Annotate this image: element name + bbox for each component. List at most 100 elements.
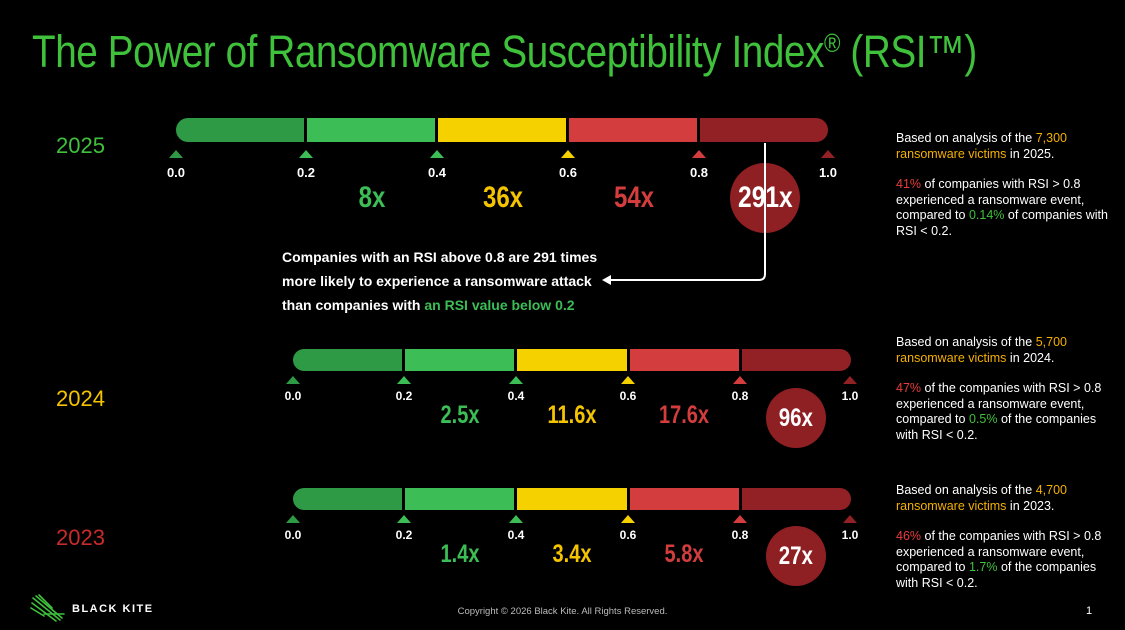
highlight-multiplier: 96x [778,403,814,432]
rsi-segment-0.2-0.4 [402,349,515,371]
note-text: of the companies with RSI < 0.2. [896,412,1097,442]
low-rsi-percent: 1.7% [968,560,998,574]
highlight-multiplier: 27x [778,541,814,570]
tick-marker [561,150,575,158]
note-text: of the companies with RSI > 0.8 experien… [896,529,1102,574]
tick-label: 0.8 [731,528,749,542]
note-text: Based on analysis of the [896,335,1036,349]
multiplier-0.2-0.4: 8x [358,181,386,214]
page-number: 1 [1086,605,1093,617]
tick-label: 0.6 [558,165,578,180]
rsi-segment-0.0-0.2 [176,118,304,142]
tick-marker [509,376,523,384]
rsi-segment-0.6-0.8 [626,488,739,510]
page-title: The Power of Ransomware Susceptibility I… [32,26,977,78]
title-registered-mark: ® [824,28,841,58]
multiplier-0.2-0.4: 2.5x [440,401,480,429]
rsi-segment-0.4-0.6 [514,349,627,371]
rsi-segment-0.6-0.8 [566,118,697,142]
note-2024: Based on analysis of the 5,700 ransomwar… [896,335,1116,458]
title-text: The Power of Ransomware Susceptibility I… [32,26,825,77]
tick-label: 1.0 [841,528,859,542]
note-text: in 2024. [1006,350,1055,365]
tick-label: 0.6 [619,389,637,403]
callout-highlight: an RSI value below 0.2 [424,297,575,313]
rsi-segment-0.6-0.8 [626,349,739,371]
multiplier-0.4-0.6: 36x [482,181,524,214]
logo-text: BLACK KITE [72,603,154,615]
rsi-segment-0.2-0.4 [402,488,515,510]
victim-count: 7,300 ransomware victims [896,131,1067,161]
tick-marker [843,515,857,523]
callout-line: more likely to experience a ransomware a… [282,273,592,289]
tick-label: 0.4 [507,389,525,403]
tick-label: 0.0 [166,165,186,180]
callout-line: than companies with [282,297,425,313]
rsi-bar-2024 [293,349,851,371]
tick-label: 0.0 [284,528,302,542]
tick-label: 0.2 [296,165,316,180]
multiplier-0.6-0.8: 17.6x [658,401,710,429]
tick-marker [621,515,635,523]
victim-count: 4,700 ransomware victims [896,483,1067,513]
rsi-segment-0.8-1.0 [738,349,851,371]
multiplier-0.4-0.6: 11.6x [547,401,597,429]
note-2025: Based on analysis of the 7,300 ransomwar… [896,131,1116,254]
copyright-footer: Copyright © 2026 Black Kite. All Rights … [457,606,668,617]
note-text: of the companies with RSI < 0.2. [896,560,1097,590]
low-rsi-percent: 0.5% [968,412,998,426]
high-rsi-percent: 47% [896,381,922,395]
tick-marker [299,150,313,158]
tick-marker [733,376,747,384]
note-2023: Based on analysis of the 4,700 ransomwar… [896,483,1116,606]
tick-label: 1.0 [818,165,838,180]
high-rsi-percent: 41% [896,177,922,191]
tick-marker [286,376,300,384]
tick-marker [286,515,300,523]
rsi-segment-0.4-0.6 [514,488,627,510]
callout-connector-arrow [602,143,766,285]
tick-marker [430,150,444,158]
note-text: of companies with RSI > 0.8 experienced … [896,177,1085,222]
kite-logo-icon [30,594,65,622]
tick-marker [169,150,183,158]
callout-line: Companies with an RSI above 0.8 are 291 … [282,249,598,265]
rsi-segment-0.8-1.0 [738,488,851,510]
note-text: of companies with RSI < 0.2. [896,208,1108,238]
tick-marker [397,515,411,523]
rsi-segment-0.0-0.2 [293,349,403,371]
rsi-segment-0.2-0.4 [304,118,435,142]
note-text: Based on analysis of the [896,131,1036,145]
year-label-2023: 2023 [56,525,105,550]
tick-label: 0.0 [284,389,302,403]
year-label-2025: 2025 [56,133,105,158]
tick-label: 0.8 [731,389,749,403]
multiplier-0.4-0.6: 3.4x [552,540,592,568]
note-text: Based on analysis of the [896,483,1036,497]
callout-text: Companies with an RSI above 0.8 are 291 … [282,245,597,317]
title-rsi: (RSI™) [840,26,977,77]
tick-marker [843,376,857,384]
rsi-bar-2023 [293,488,851,510]
multiplier-0.2-0.4: 1.4x [440,540,480,568]
tick-label: 0.2 [395,389,413,403]
highlight-circle-2023: 27x [766,526,826,586]
tick-label: 0.4 [427,165,447,180]
rsi-segment-0.8-1.0 [697,118,828,142]
tick-label: 0.2 [395,528,413,542]
note-text: in 2025. [1006,146,1055,161]
victim-count: 5,700 ransomware victims [896,335,1067,365]
tick-marker [509,515,523,523]
tick-marker [821,150,835,158]
tick-label: 0.6 [619,528,637,542]
high-rsi-percent: 46% [896,529,922,543]
note-text: of the companies with RSI > 0.8 experien… [896,381,1102,426]
tick-marker [733,515,747,523]
tick-marker [621,376,635,384]
note-text: in 2023. [1006,498,1055,513]
tick-marker [692,150,706,158]
multiplier-0.6-0.8: 5.8x [664,540,704,568]
highlight-circle-2024: 96x [766,388,826,448]
low-rsi-percent: 0.14% [968,208,1005,222]
year-label-2024: 2024 [56,386,105,411]
